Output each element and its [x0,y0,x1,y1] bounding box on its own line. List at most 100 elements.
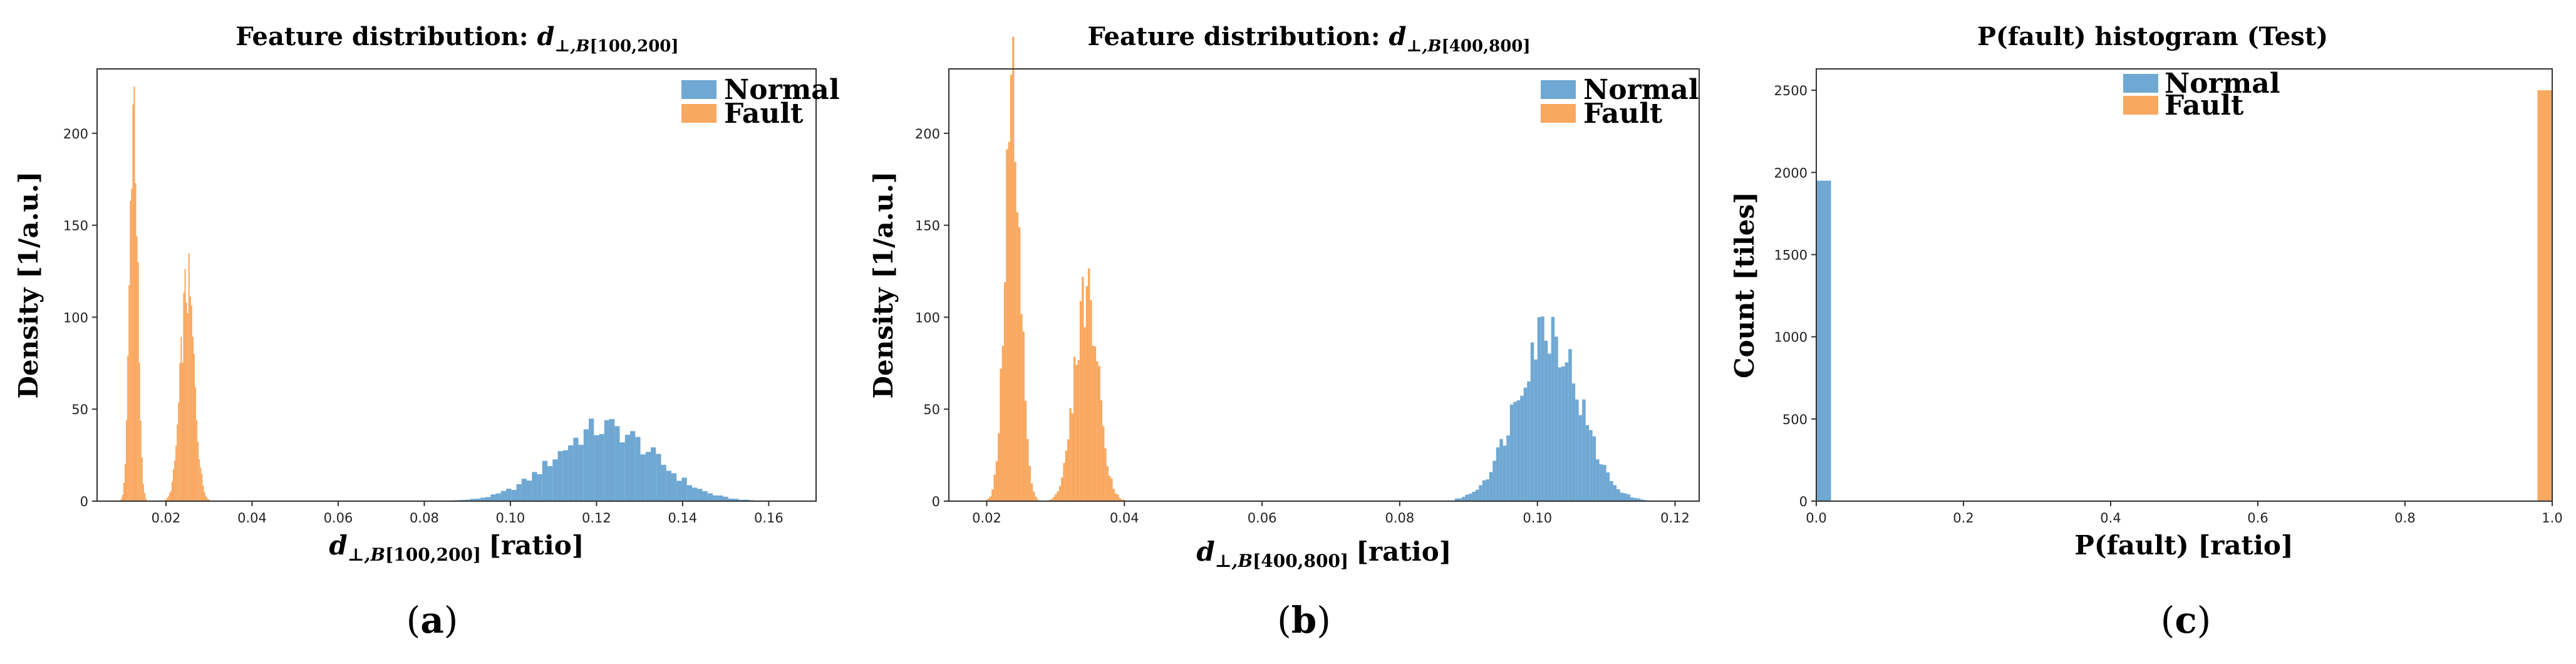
plot-area-c: 0.0 0.2 0.4 0.6 0.8 1.0 0 500 1000 1500 2000 2500 [1774,68,2563,526]
bar-normal-b [1623,493,1627,501]
x-tick-label-a: 0.14 [668,511,698,526]
bar-fault-b [1016,212,1019,501]
bar-fault-a [183,293,185,501]
y-tick-label-b: 50 [923,402,940,417]
bar-fault-b [1008,142,1010,502]
bar-fault-b [1058,485,1062,501]
x-tick-label-c: 0.2 [1953,511,1973,526]
bar-fault-b [1092,345,1094,501]
panel-label-a: (a) [406,599,458,641]
bar-fault-a [188,253,190,501]
bar-fault-a [128,285,130,501]
bar-normal-b [1513,402,1517,501]
bar-fault-b [1050,499,1053,501]
bar-normal-b [1558,367,1562,501]
x-tick-label-c: 0.6 [2247,511,2268,526]
bar-fault-a [126,420,128,501]
bar-normal-b [1475,489,1479,501]
x-tick-label-a: 0.10 [496,511,525,526]
chart-panel-a: Feature distribution: d⊥,B[100,200] 0.02… [13,22,840,641]
x-axis-label-a: d⊥,B[100,200] [ratio] [329,530,584,565]
chart-title-c: P(fault) histogram (Test) [1977,22,2328,51]
bar-fault-b [1063,463,1065,501]
bar-fault-b [1022,331,1025,501]
y-tick-label-c: 2500 [1774,83,1808,98]
legend-label-fault-c: Fault [2165,90,2244,122]
bar-fault-a [179,363,181,501]
bar-normal-b [1541,316,1544,501]
bar-normal-b [1606,472,1610,501]
bar-normal-b [1516,400,1521,501]
legend-swatch-normal-a [681,80,716,99]
bar-fault-a [193,354,195,501]
bar-normal-a [495,493,501,501]
panel-label-c: (c) [2161,599,2211,641]
bar-fault-a [177,424,178,501]
bar-fault-a [137,262,139,501]
bar-normal-a [537,474,542,501]
y-tick-label-a: 0 [80,494,88,509]
bar-fault-a [141,457,143,501]
bar-normal-b [1630,497,1634,501]
bar-normal-a [713,495,718,501]
bar-normal-b [1486,479,1489,501]
bar-fault-a [165,499,167,501]
bar-normal-a [562,450,569,501]
bar-normal-a [490,494,496,501]
y-axis-label-c: Count [tiles] [1729,192,1760,378]
bar-fault-b [1033,491,1035,501]
bar-normal-b [1461,497,1466,501]
bar-normal-a [645,452,651,501]
bar-fault-a [142,484,144,501]
bar-fault-a [190,305,192,501]
panel-label-b: (b) [1277,599,1331,641]
legend-label-fault-a: Fault [724,98,804,130]
x-tick-label-a: 0.12 [582,511,611,526]
bar-normal-a [614,426,620,501]
bar-normal-b [1627,494,1631,501]
bar-fault-a [130,200,132,501]
bar-fault-b [995,461,998,501]
bar-normal-a [743,499,749,501]
bar-normal-b [1610,480,1613,501]
legend-label-normal-a: Normal [724,74,840,106]
bar-fault-a [172,469,175,501]
bar-fault-a [205,495,207,501]
bar-fault-b [998,433,1000,501]
bar-fault-b [989,496,992,501]
x-tick-label-c: 0.4 [2100,511,2121,526]
x-tick-label-b: 0.04 [1110,511,1139,526]
bar-fault-b [1028,465,1031,501]
y-tick-label-c: 1500 [1774,247,1808,262]
bar-normal-b [1599,464,1603,501]
bar-normal-b [1479,485,1482,501]
bar-normal-a [485,497,491,501]
bar-normal-a [573,437,579,501]
bar-fault-b [1123,499,1125,501]
bar-normal-b [1613,485,1617,501]
x-tick-label-b: 0.06 [1248,511,1277,526]
bar-normal-b [1551,317,1555,501]
bar-fault-b [1014,162,1016,501]
bar-normal-a [733,499,739,501]
bar-fault-a [131,189,133,501]
bar-normal-b [1603,465,1606,501]
bar-fault-b [1071,413,1073,501]
bar-fault-a [184,269,186,501]
bar-normal-a [702,491,708,501]
bar-normal-a [651,447,656,501]
bar-fault-b [1052,497,1055,501]
bar-fault-a [168,493,170,501]
plot-area-a: 0.02 0.04 0.06 0.08 0.10 0.12 0.14 0.16 0 50 100 15… [63,68,817,526]
bar-fault-a [178,402,180,501]
y-axis-label-a: Density [1/a.u.] [13,171,44,398]
bar-normal-a [661,465,666,501]
bar-fault-a [182,363,184,501]
bar-fault-b [1108,475,1111,501]
chart-panel-b: Feature distribution: d⊥,B[400,800] 0.02… [868,22,1700,641]
y-tick-label-c: 500 [1782,412,1808,427]
bar-fault-b [1098,366,1100,501]
bar-normal-b [1582,399,1586,501]
plot-frame-a [96,68,817,502]
bar-normal-a [619,442,625,501]
